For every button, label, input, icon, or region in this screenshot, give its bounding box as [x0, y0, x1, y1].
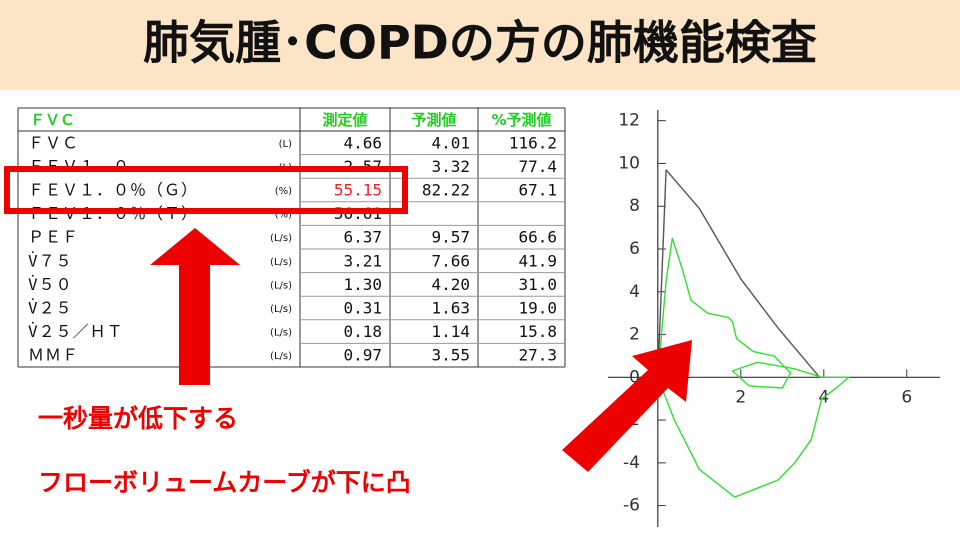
y-tick-label: -6: [623, 496, 640, 516]
up-arrow: [150, 228, 240, 385]
cell-value: 19.0: [518, 299, 557, 318]
cell-value: 7.66: [431, 251, 470, 270]
cell-value: 1.14: [431, 322, 470, 341]
row-label: ＭＭＦ: [28, 346, 79, 365]
cell-value: 4.66: [343, 133, 382, 152]
x-tick-label: 2: [735, 387, 746, 407]
cell-value: 67.1: [518, 181, 557, 200]
title-band: [0, 0, 960, 90]
slide-title: 肺気腫･COPDの方の肺機能検査: [143, 16, 817, 70]
column-header: 予測値: [411, 111, 456, 129]
row-unit: (L/s): [270, 233, 292, 244]
row-label: V̇７５: [28, 250, 73, 270]
y-tick-label: 10: [618, 153, 640, 173]
curve: [657, 237, 850, 498]
cell-value: 3.21: [343, 251, 382, 270]
row-unit: (L/s): [270, 257, 292, 268]
row-label: V̇５０: [28, 274, 73, 294]
cell-value: 0.97: [343, 346, 382, 365]
row-label: V̇２５: [28, 298, 73, 318]
row-unit: (%): [275, 210, 292, 221]
row-unit: (L/s): [270, 304, 292, 315]
cell-value: 1.30: [343, 275, 382, 294]
y-tick-label: 0: [629, 367, 640, 387]
y-tick-label: 2: [629, 325, 640, 345]
cell-value: 3.32: [431, 157, 470, 176]
row-label: ＦＥＶ１．０％（Ｇ）: [28, 181, 198, 200]
row-unit: (%): [275, 186, 292, 197]
cell-value: 41.9: [518, 251, 557, 270]
row-unit: (L): [279, 139, 292, 150]
cell-value: 31.0: [518, 275, 557, 294]
highlight-box: [4, 166, 408, 214]
annotation: フローボリュームカーブが下に凸: [38, 468, 411, 497]
y-tick-label: 8: [629, 196, 640, 216]
row-unit: (L/s): [270, 351, 292, 362]
cell-value: 6.37: [343, 228, 382, 247]
cell-value: 1.63: [431, 299, 470, 318]
cell-value: 82.22: [422, 181, 470, 200]
y-tick-label: 6: [629, 239, 640, 259]
cell-value: 0.31: [343, 299, 382, 318]
row-label: ＰＥＦ: [28, 228, 79, 247]
cell-value: 3.55: [431, 346, 470, 365]
curve: [657, 169, 821, 378]
diagonal-arrow: [562, 340, 692, 472]
x-tick-label: 6: [901, 387, 912, 407]
row-label: ＦＶＣ: [28, 133, 79, 152]
y-tick-label: -4: [623, 453, 640, 473]
row-unit: (L/s): [270, 280, 292, 291]
column-header: 測定値: [322, 111, 367, 129]
y-tick-label: 12: [618, 111, 640, 131]
column-header: %予測値: [491, 111, 551, 129]
cell-value: 66.6: [518, 228, 557, 247]
cell-value: 4.20: [431, 275, 470, 294]
cell-value: 27.3: [518, 346, 557, 365]
y-tick-label: 4: [629, 282, 640, 302]
cell-value: 55.15: [334, 181, 382, 200]
column-header: ＦＶＣ: [30, 111, 75, 129]
cell-value: 116.2: [509, 133, 557, 152]
annotation: 一秒量が低下する: [38, 404, 238, 433]
cell-value: 0.18: [343, 322, 382, 341]
row-unit: (L/s): [270, 328, 292, 339]
cell-value: 4.01: [431, 133, 470, 152]
cell-value: 9.57: [431, 228, 470, 247]
cell-value: 15.8: [518, 322, 557, 341]
row-label: V̇２５／ＨＴ: [28, 321, 124, 341]
cell-value: 77.4: [518, 157, 557, 176]
